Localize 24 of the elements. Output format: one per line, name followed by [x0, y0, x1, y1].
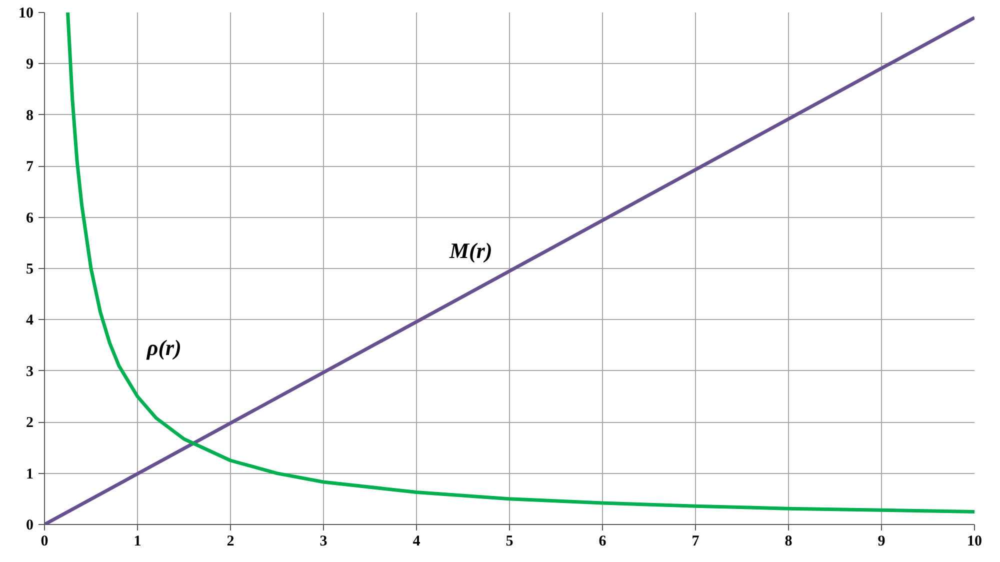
y-tick-label: 6 — [26, 210, 34, 226]
y-tick-label: 3 — [26, 364, 34, 380]
y-tick-label: 4 — [26, 312, 34, 329]
y-tick-label: 2 — [26, 415, 34, 432]
y-tick-label: 0 — [26, 518, 34, 534]
x-tick-label: 4 — [412, 534, 421, 550]
x-tick-label: 3 — [320, 534, 328, 550]
y-tick-label: 7 — [26, 159, 34, 176]
y-tick-label: 9 — [26, 56, 34, 73]
x-tick-label: 6 — [598, 534, 607, 550]
series-label: M(r) — [448, 238, 492, 264]
x-tick-label: 0 — [40, 534, 48, 550]
y-tick-label: 5 — [26, 262, 34, 278]
y-tick-label: 1 — [26, 466, 34, 482]
x-tick-label: 5 — [506, 534, 514, 550]
y-tick-label: 8 — [26, 108, 34, 124]
x-tick-label: 9 — [878, 534, 886, 550]
x-tick-label: 2 — [226, 534, 234, 550]
x-tick-label: 7 — [692, 534, 700, 550]
x-tick-label: 10 — [967, 534, 982, 550]
series-label: ρ(r) — [146, 334, 182, 360]
y-tick-label: 10 — [18, 6, 34, 22]
x-tick-label: 1 — [134, 534, 142, 550]
x-tick-label: 8 — [784, 534, 792, 550]
